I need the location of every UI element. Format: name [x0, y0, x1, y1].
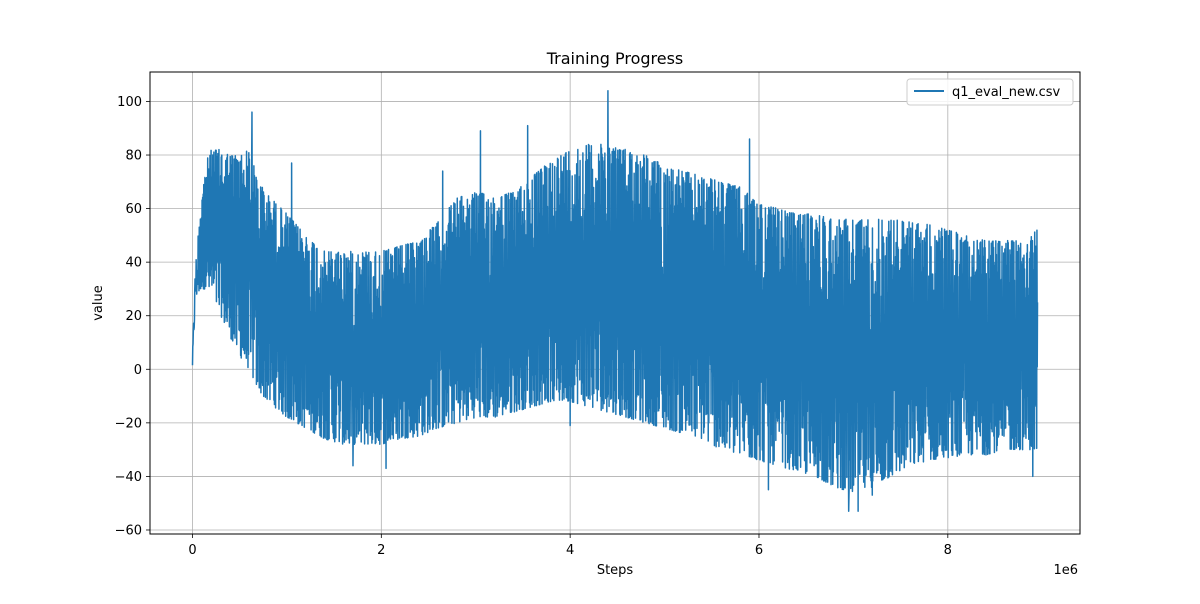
x-tick-label: 2 [377, 543, 385, 558]
y-tick-label: 40 [125, 256, 142, 271]
x-tick-label: 6 [755, 543, 763, 558]
axis-ticks: 0 2 4 6 8 −60 −40 −20 0 20 40 60 80 100 [115, 95, 952, 558]
y-tick-label: 80 [125, 149, 142, 164]
x-tick-label: 8 [944, 543, 952, 558]
x-axis-offset-label: 1e6 [1053, 563, 1078, 578]
legend-box [906, 78, 1074, 106]
y-tick-label: −20 [115, 416, 142, 431]
series-line-q1-eval-new [191, 90, 1039, 512]
x-tick-label: 4 [566, 543, 574, 558]
y-tick-label: 20 [125, 309, 142, 324]
y-tick-label: 0 [134, 363, 142, 378]
y-axis-label: value [91, 285, 106, 321]
y-tick-label: 60 [125, 202, 142, 217]
y-tick-label: 100 [117, 95, 142, 110]
plot-frame [149, 71, 1081, 535]
chart-title: Training Progress [546, 49, 684, 68]
legend: q1_eval_new.csv [906, 78, 1074, 106]
legend-label: q1_eval_new.csv [952, 85, 1061, 100]
x-axis-label: Steps [597, 563, 634, 578]
x-tick-label: 0 [188, 543, 196, 558]
y-tick-label: −60 [115, 523, 142, 538]
series-layer [191, 90, 1039, 512]
y-tick-label: −40 [115, 470, 142, 485]
